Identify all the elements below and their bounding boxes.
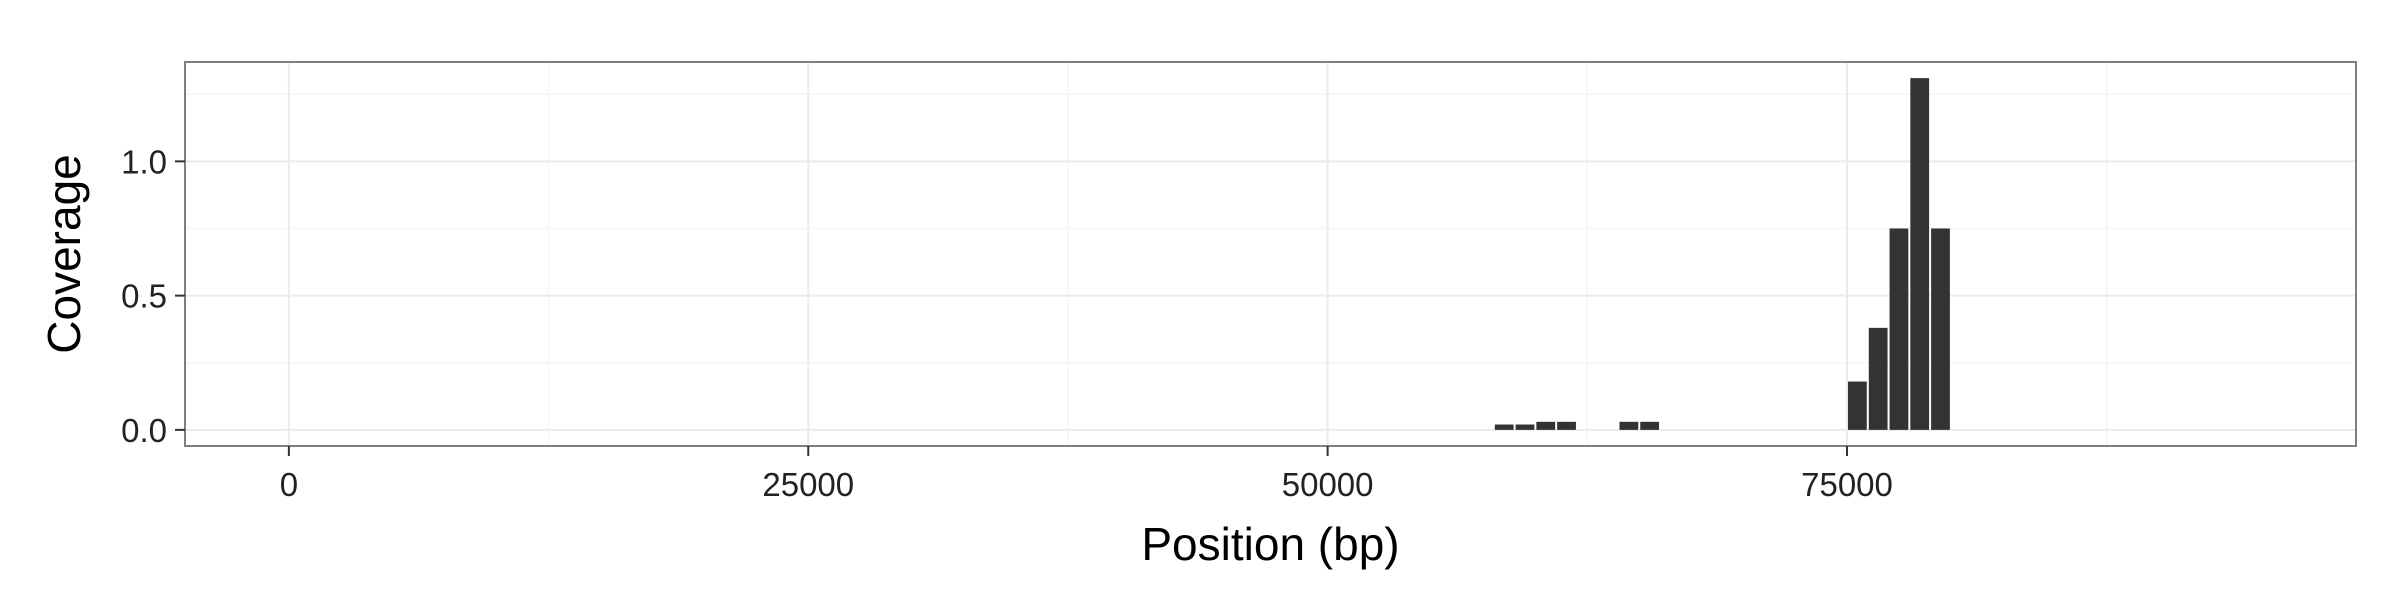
coverage-bar [1848,381,1867,430]
minor-gridlines [185,62,2356,446]
x-axis-ticks: 0 25000 50000 75000 [280,446,1893,503]
coverage-bar [1536,421,1556,430]
y-tick-label: 1.0 [121,143,167,180]
plot-panel-border [184,61,2357,447]
coverage-bar [1619,421,1639,430]
coverage-bars [1494,78,1950,430]
y-axis-ticks: 0.0 0.5 1.0 [121,143,185,449]
x-tick-label: 50000 [1282,466,1374,503]
major-gridlines [185,62,2356,446]
coverage-bar [1640,421,1660,430]
y-tick-label: 0.5 [121,278,167,315]
coverage-bar [1557,421,1576,430]
coverage-bar [1910,78,1930,430]
coverage-bar [1868,327,1888,430]
coverage-bar [1515,424,1535,430]
x-tick-label: 25000 [762,466,854,503]
x-axis-title: Position (bp) [1141,518,1399,570]
y-axis-title: Coverage [38,154,90,353]
x-tick-label: 0 [280,466,298,503]
y-tick-label: 0.0 [121,412,167,449]
x-tick-label: 75000 [1801,466,1893,503]
coverage-bar [1889,228,1909,430]
coverage-bar [1931,228,1950,430]
coverage-bar [1494,424,1514,430]
